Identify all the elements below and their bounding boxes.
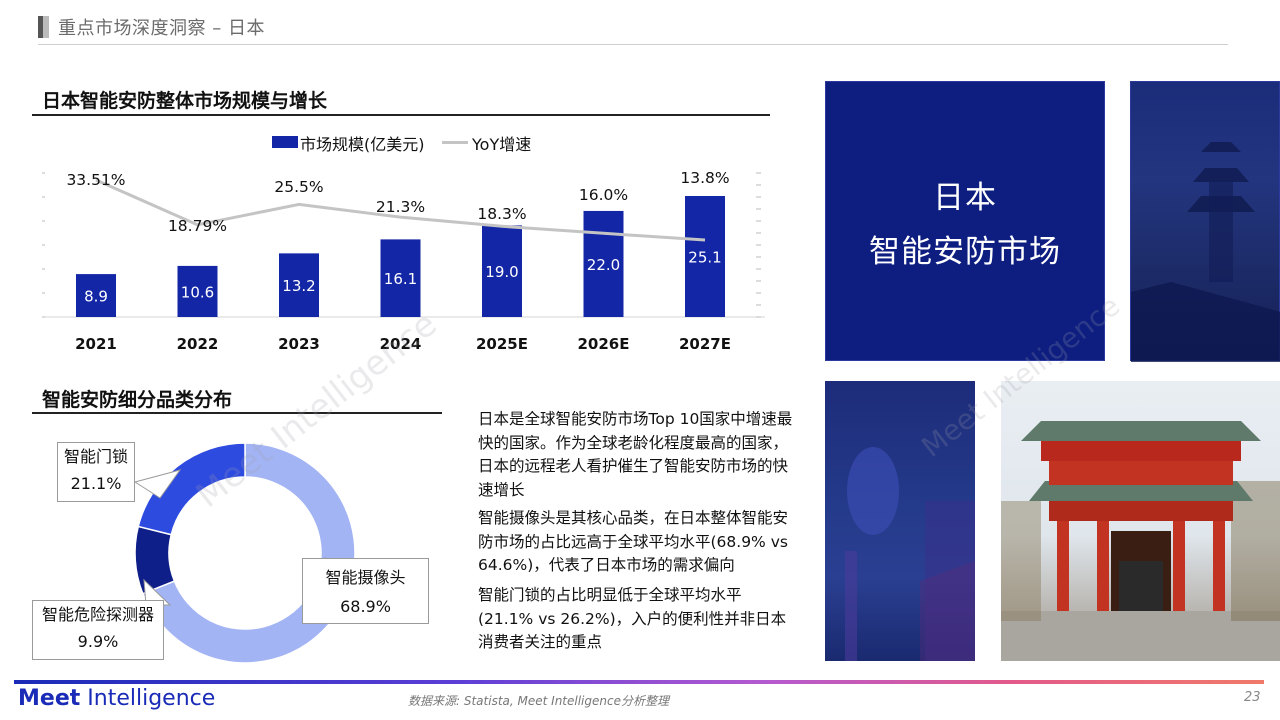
legend-line-swatch — [442, 141, 468, 144]
paragraph-2: 智能摄像头是其核心品类，在日本整体智能安防市场的占比远高于全球平均水平(68.9… — [478, 509, 789, 574]
yoy-value-label: 18.79% — [168, 217, 227, 235]
yoy-value-label: 13.8% — [680, 169, 729, 187]
header-divider — [38, 44, 1228, 45]
bar — [482, 225, 522, 317]
bar — [685, 196, 725, 317]
section-underline-2 — [32, 412, 442, 414]
callout-hazard-detector-name: 智能危险探测器 — [41, 605, 154, 624]
bar-value-label: 25.1 — [688, 249, 721, 267]
callout-smart-lock-value: 21.1% — [70, 474, 122, 493]
temple-gate-icon — [1001, 421, 1280, 661]
page-number: 23 — [1244, 690, 1261, 705]
bar — [380, 239, 421, 317]
bar — [279, 253, 319, 317]
x-tick-label: 2025E — [476, 335, 528, 353]
callout-hazard-detector: 智能危险探测器 9.9% — [32, 600, 164, 660]
callout-smart-lock: 智能门锁 21.1% — [57, 442, 135, 502]
bar — [177, 265, 218, 317]
page-header-title: 重点市场深度洞察 – 日本 — [58, 18, 265, 39]
pagoda-silhouette-icon — [1131, 142, 1280, 362]
temple-gate-photo — [1001, 381, 1280, 661]
callout-smart-lock-name: 智能门锁 — [63, 447, 128, 466]
bar-value-label: 16.1 — [384, 270, 417, 288]
callout-smart-camera-value: 68.9% — [340, 597, 391, 616]
yoy-value-label: 21.3% — [376, 198, 425, 216]
x-tick-label: 2023 — [278, 335, 320, 353]
x-tick-label: 2022 — [177, 335, 219, 353]
callout-smart-camera-name: 智能摄像头 — [325, 568, 406, 587]
yoy-value-label: 16.0% — [579, 186, 628, 204]
yoy-value-label: 33.51% — [66, 171, 125, 189]
title-panel — [825, 81, 1105, 361]
panel-title-line-1: 日本 — [933, 180, 997, 216]
callout-hazard-detector-value: 9.9% — [77, 632, 119, 651]
paragraph-1: 日本是全球智能安防市场Top 10国家中增速最快的国家。作为全球老龄化程度最高的… — [478, 410, 793, 499]
legend-bar-swatch — [272, 136, 298, 148]
donut-slice — [134, 525, 176, 595]
footer-logo-bold: Meet — [18, 686, 81, 711]
night-street-photo — [1130, 81, 1280, 362]
bar-value-label: 10.6 — [181, 283, 214, 301]
footer-logo-rest: Intelligence — [80, 686, 216, 711]
bar-value-label: 19.0 — [485, 263, 518, 281]
footer-source: 数据来源: Statista, Meet Intelligence分析整理 — [408, 694, 669, 708]
lantern-alley-photo — [825, 381, 975, 661]
x-tick-label: 2021 — [75, 335, 117, 353]
yoy-value-label: 25.5% — [274, 178, 323, 196]
x-tick-label: 2027E — [679, 335, 731, 353]
header-accent-mark — [38, 16, 49, 38]
callout-smart-camera: 智能摄像头 68.9% — [302, 558, 429, 624]
section-underline-1 — [32, 114, 770, 116]
lantern-icon — [845, 447, 975, 661]
legend-bar-label: 市场规模(亿美元) — [300, 135, 425, 154]
bar — [76, 274, 116, 317]
panel-title-line-2: 智能安防市场 — [869, 234, 1061, 270]
section-title-category: 智能安防细分品类分布 — [42, 389, 233, 411]
bar-value-label: 13.2 — [282, 277, 315, 295]
paragraph-3: 智能门锁的占比明显低于全球平均水平(21.1% vs 26.2%)，入户的便利性… — [478, 586, 787, 651]
section-title-market-size: 日本智能安防整体市场规模与增长 — [42, 90, 328, 112]
market-size-chart: 8.9 2021 10.6 2022 13.2 2023 16.1 2024 19.0 2025E… — [42, 169, 765, 353]
footer-gradient-bar — [14, 680, 1264, 684]
footer-logo: Meet Intelligence — [18, 686, 215, 711]
legend-line-label: YoY增速 — [472, 135, 532, 154]
x-tick-label: 2026E — [578, 335, 630, 353]
bar-value-label: 22.0 — [587, 256, 620, 274]
yoy-line — [95, 178, 706, 242]
bar-value-label: 8.9 — [84, 288, 108, 306]
x-tick-label: 2024 — [380, 335, 422, 353]
yoy-value-label: 18.3% — [477, 205, 526, 223]
callout-pointer-lock — [133, 469, 182, 499]
bar — [583, 210, 624, 317]
